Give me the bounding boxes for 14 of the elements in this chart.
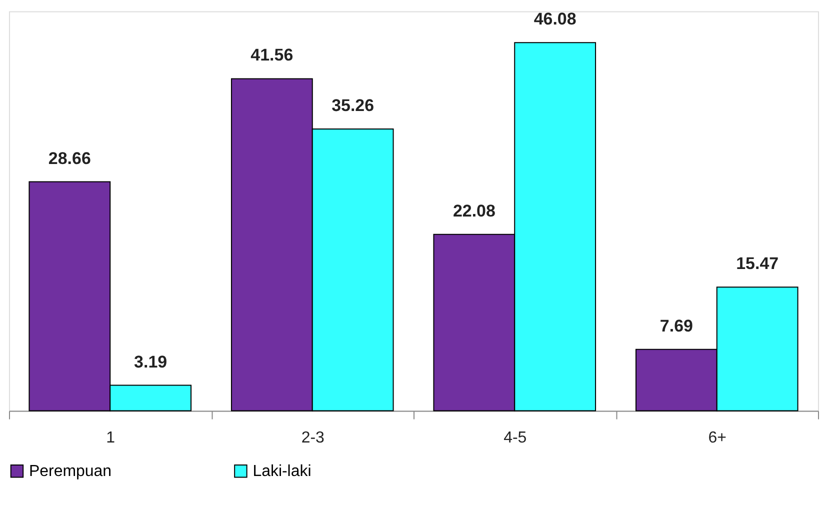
data-label: 28.66 (48, 148, 91, 168)
legend-label: Perempuan (28, 463, 112, 480)
x-tick-label: 6+ (708, 429, 726, 446)
x-tick-label: 1 (106, 429, 116, 446)
x-tick-label: 2-3 (301, 429, 325, 446)
legend-label: Laki-laki (252, 463, 312, 480)
data-label: 35.26 (332, 96, 374, 116)
data-label: 7.69 (660, 316, 693, 336)
data-label: 3.19 (134, 352, 168, 372)
data-label: 22.08 (452, 201, 496, 220)
data-label: 41.56 (250, 46, 294, 65)
data-label: 15.47 (736, 254, 779, 274)
data-label: 46.08 (534, 10, 576, 29)
x-tick-label: 4-5 (504, 429, 527, 446)
